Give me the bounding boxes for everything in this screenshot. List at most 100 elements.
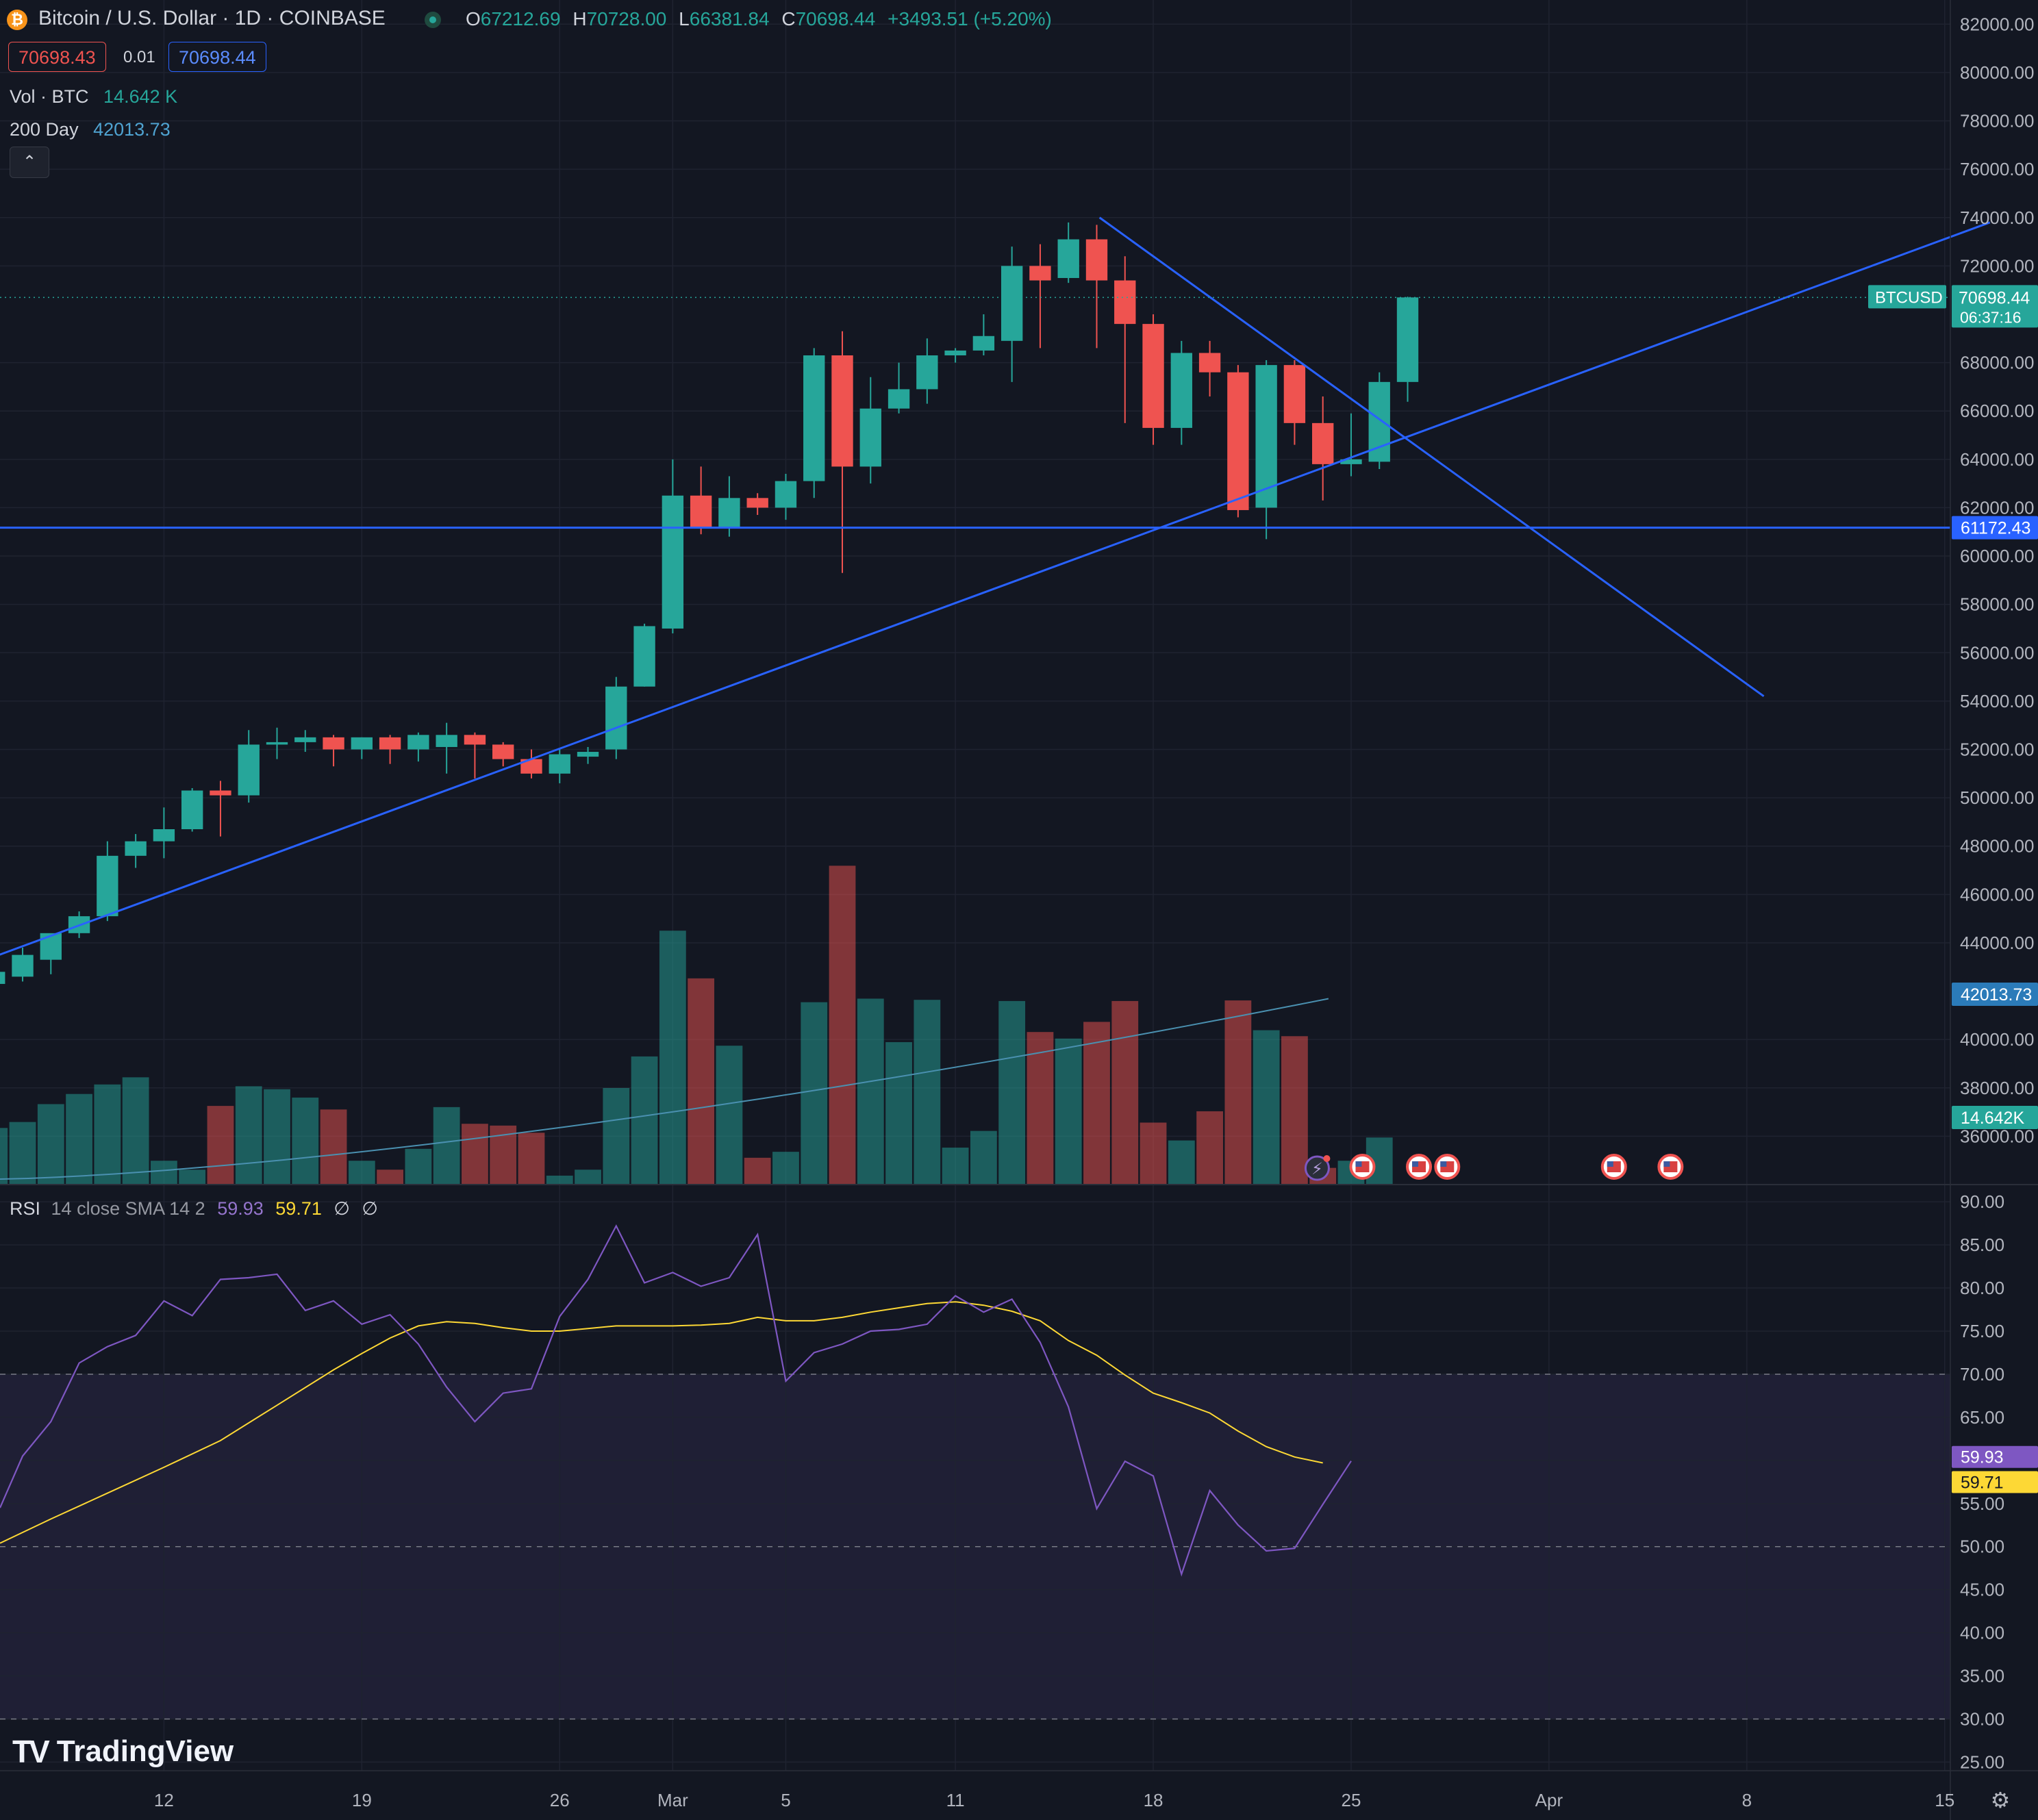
price-axis[interactable]: 82000.00 80000.00 78000.00 76000.00 74000.00… [1960, 14, 2034, 1146]
candle[interactable] [520, 749, 542, 779]
candle[interactable] [972, 314, 995, 355]
candle[interactable] [1255, 360, 1277, 540]
candles[interactable] [0, 222, 1419, 996]
candle[interactable] [379, 735, 401, 764]
rsi-tick-label: 45.00 [1960, 1580, 2004, 1600]
volume-bar [518, 1133, 545, 1185]
candle[interactable] [746, 493, 768, 516]
candle[interactable] [323, 735, 344, 767]
candle[interactable] [1368, 372, 1390, 469]
price-tick-label: 76000.00 [1960, 159, 2034, 179]
candle[interactable] [577, 746, 599, 764]
candle[interactable] [266, 727, 288, 759]
lightning-icon[interactable]: ⚡ [1304, 1155, 1331, 1181]
candle[interactable] [775, 474, 797, 520]
candle[interactable] [888, 362, 910, 414]
buy-price-button[interactable]: 70698.44 [168, 42, 266, 72]
price-tick-label: 50000.00 [1960, 787, 2034, 808]
candle[interactable] [1142, 314, 1164, 445]
ticker-label: BTCUSD [1875, 288, 1943, 307]
gear-icon[interactable]: ⚙ [1990, 1788, 2011, 1812]
candle[interactable] [12, 948, 34, 982]
candle-body [238, 744, 260, 796]
rsi-legend[interactable]: RSI 14 close SMA 14 2 59.93 59.71 ∅ ∅ [10, 1198, 378, 1219]
candle[interactable] [1114, 256, 1136, 423]
candle[interactable] [944, 348, 966, 363]
event-flag-icon[interactable] [1349, 1154, 1376, 1180]
volume-bar [1224, 1000, 1252, 1185]
event-flag-icon[interactable] [1657, 1154, 1684, 1180]
price-tick-label: 58000.00 [1960, 594, 2034, 615]
symbol-title[interactable]: Bitcoin / U.S. Dollar · 1D · COINBASE [38, 7, 386, 30]
event-flag-icon[interactable] [1406, 1154, 1433, 1180]
candle[interactable] [0, 962, 5, 996]
candle[interactable] [351, 737, 373, 759]
candle[interactable] [181, 787, 203, 832]
last-price-label-bg [1952, 285, 2038, 328]
candle[interactable] [1396, 296, 1419, 402]
event-flag-icon[interactable] [1600, 1154, 1627, 1180]
price-tick-label: 82000.00 [1960, 14, 2034, 34]
candle[interactable] [549, 749, 570, 783]
candle[interactable] [1198, 340, 1221, 397]
candle[interactable] [238, 730, 260, 803]
trend-line-1[interactable] [0, 221, 1991, 960]
candle[interactable] [1085, 225, 1108, 349]
candle-body [153, 829, 175, 842]
candle[interactable] [605, 677, 627, 759]
candle[interactable] [97, 841, 118, 922]
rsi-sma-line [0, 1301, 1323, 1544]
market-status-icon[interactable] [425, 12, 441, 28]
rsi-tick-label: 80.00 [1960, 1278, 2004, 1298]
volume-bar [122, 1077, 149, 1185]
candle[interactable] [1312, 396, 1334, 501]
candle[interactable] [859, 377, 881, 484]
candle[interactable] [1283, 360, 1306, 445]
candle[interactable] [1057, 222, 1079, 283]
tradingview-logo[interactable]: TV TradingView [12, 1731, 234, 1772]
event-flag-icon[interactable] [1434, 1154, 1461, 1180]
ma-legend[interactable]: 200 Day 42013.73 [10, 119, 171, 140]
price-tick-label: 44000.00 [1960, 933, 2034, 953]
sell-price-button[interactable]: 70698.43 [8, 42, 106, 72]
candle[interactable] [436, 722, 457, 774]
candle[interactable] [210, 781, 231, 837]
candle[interactable] [803, 348, 825, 498]
drawings[interactable] [0, 216, 1991, 960]
candle[interactable] [1227, 365, 1249, 518]
candle-body [323, 737, 344, 750]
candle-body [944, 350, 966, 355]
event-markers[interactable]: ⚡ [1304, 1154, 1684, 1181]
collapse-legend-button[interactable]: ⌃ [10, 147, 49, 178]
candle[interactable] [1170, 340, 1192, 445]
candle-body [181, 790, 203, 829]
time-axis[interactable]: 12 19 26 Mar 5 11 18 25 Apr 8 15 [154, 1790, 1954, 1810]
volume-bar [1055, 1038, 1082, 1185]
candle[interactable] [294, 730, 316, 753]
candle-body [125, 841, 147, 856]
volume-bar [37, 1104, 64, 1185]
candle[interactable] [690, 466, 712, 535]
trend-line-2[interactable] [1098, 216, 1765, 698]
candle[interactable] [492, 742, 514, 767]
candle-body [379, 737, 401, 750]
volume-legend[interactable]: Vol · BTC 14.642 K [10, 86, 177, 108]
rsi-axis[interactable]: 90.0085.0080.0075.0070.0065.0060.0055.00… [1960, 1191, 2004, 1772]
candle[interactable] [831, 331, 853, 573]
candle[interactable] [125, 834, 147, 868]
candle[interactable] [407, 732, 429, 762]
candle[interactable] [916, 338, 938, 404]
candle[interactable] [1001, 247, 1023, 382]
candle[interactable] [662, 459, 684, 634]
time-tick-label: 15 [1935, 1790, 1954, 1810]
candle[interactable] [153, 807, 175, 859]
candle[interactable] [633, 623, 655, 687]
candle[interactable] [718, 476, 740, 537]
candle[interactable] [464, 732, 486, 779]
volume-bar [179, 1170, 206, 1185]
candle[interactable] [1340, 413, 1362, 477]
candle-body [690, 495, 712, 527]
candle[interactable] [1029, 244, 1051, 349]
volume-bar [1281, 1036, 1308, 1185]
